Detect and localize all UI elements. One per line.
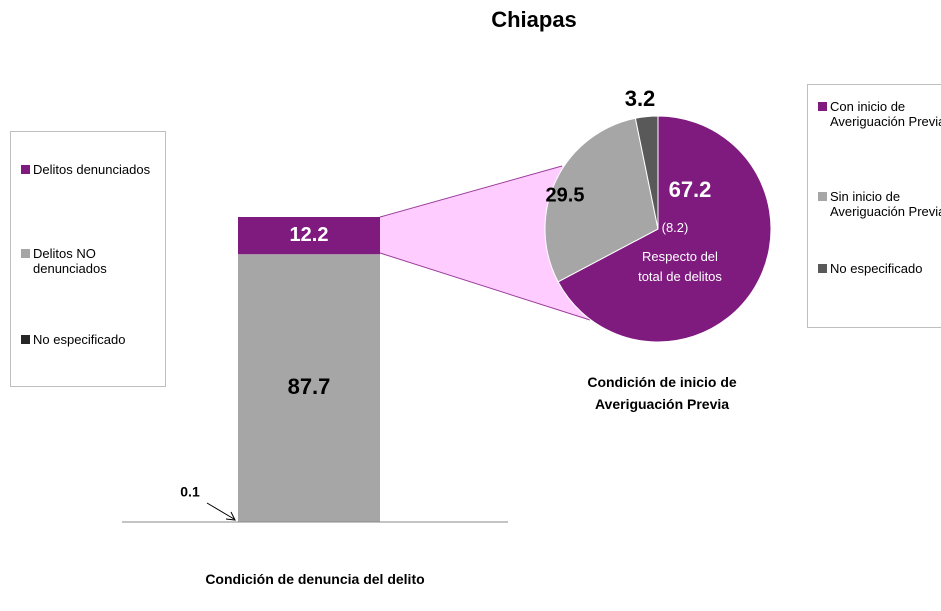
legend-label: Delitos denunciados <box>33 162 151 177</box>
legend-swatch <box>21 249 30 258</box>
data-label: 0.1 <box>180 484 200 500</box>
legend-label: Sin inicio de Averiguación Previa <box>830 189 941 219</box>
annotation: Respecto del total de delitos <box>638 249 722 284</box>
legend-item: Delitos NO denunciados <box>21 246 151 276</box>
legend-item: No especificado <box>21 332 151 347</box>
annotation: (8.2) <box>661 220 689 235</box>
legend: Con inicio de Averiguación Previa Sin ini… <box>807 84 941 328</box>
legend-swatch <box>21 165 30 174</box>
zoom-line <box>379 252 591 321</box>
legend-swatch <box>21 335 30 344</box>
legend-label: No especificado <box>33 332 126 347</box>
legend-swatch <box>818 102 827 111</box>
arrow-head <box>225 511 236 521</box>
x-tick-label: Condición de denuncia del delito <box>205 571 425 587</box>
legend-item: No especificado <box>818 261 941 276</box>
legend-label: Delitos NO denunciados <box>33 246 107 276</box>
data-label: 3.2 <box>625 86 656 111</box>
legend-item: Con inicio de Averiguación Previa <box>818 99 941 129</box>
legend-item: Sin inicio de Averiguación Previa <box>818 189 941 219</box>
legend: Delitos denunciados Delitos NO denunciado… <box>10 131 166 387</box>
legend-item: Delitos denunciados <box>21 162 151 177</box>
data-label: 67.2 <box>669 177 712 202</box>
arrow <box>206 502 235 520</box>
data-label: 29.5 <box>546 184 585 206</box>
data-label: 12.2 <box>290 224 329 246</box>
pie-slice <box>634 115 659 230</box>
chart-title: Chiapas <box>491 7 577 32</box>
legend-label: No especificado <box>830 261 923 276</box>
zoom-line <box>379 165 563 218</box>
pie-slice <box>544 117 659 283</box>
legend-label: Con inicio de Averiguación Previa <box>830 99 941 129</box>
pie-slice <box>557 115 772 343</box>
legend-swatch <box>818 264 827 273</box>
pie-title: Condición de inicio de Averiguación Prev… <box>587 374 737 412</box>
bar-segment <box>238 217 380 255</box>
legend-swatch <box>818 192 827 201</box>
data-label: 87.7 <box>288 374 331 399</box>
bar-segment <box>238 254 380 522</box>
